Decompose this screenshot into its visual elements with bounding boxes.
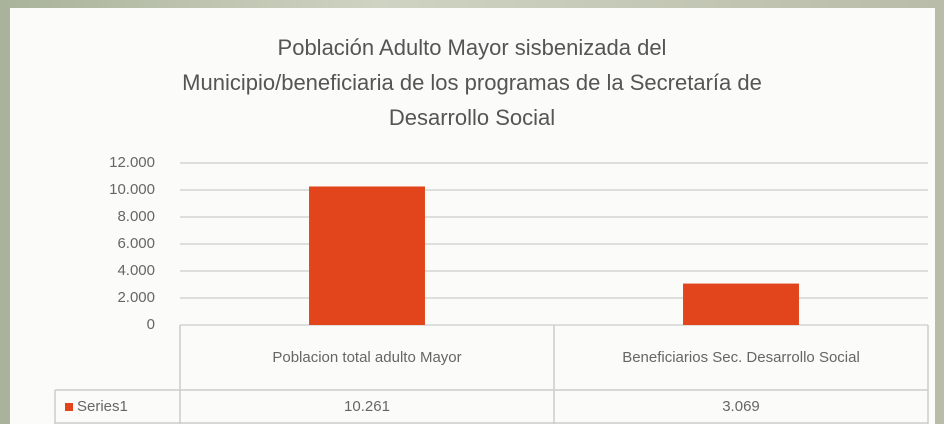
- bar: [309, 186, 425, 325]
- legend-label: Series1: [77, 398, 128, 415]
- y-tick-label: 2.000: [117, 289, 155, 306]
- y-tick-label: 12.000: [109, 154, 155, 171]
- chart-title: Población Adulto Mayor sisbenizada del M…: [182, 35, 762, 130]
- x-tick-label: Poblacion total adulto Mayor: [272, 348, 462, 366]
- y-tick-label: 10.000: [109, 181, 155, 198]
- y-tick-label: 6.000: [117, 235, 155, 252]
- legend-swatch: [65, 403, 73, 411]
- data-table-value: 3.069: [722, 398, 760, 415]
- bar: [683, 283, 799, 325]
- y-tick-label: 0: [147, 316, 155, 333]
- y-tick-label: 4.000: [117, 262, 155, 279]
- x-tick-label: Beneficiarios Sec. Desarrollo Social: [622, 348, 860, 366]
- data-table-value: 10.261: [344, 398, 390, 415]
- y-tick-label: 8.000: [117, 208, 155, 225]
- chart-panel: [10, 8, 935, 424]
